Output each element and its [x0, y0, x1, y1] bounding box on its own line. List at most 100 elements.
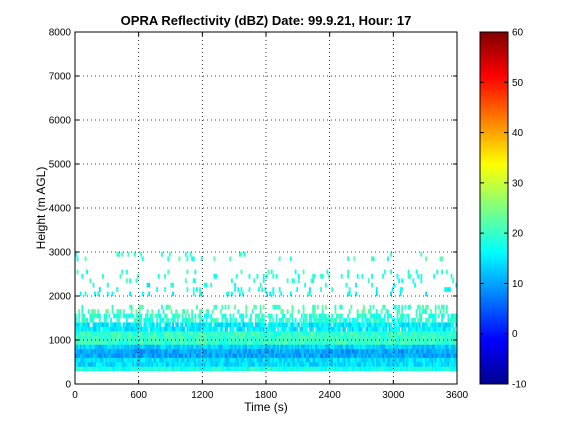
reflectivity-cell	[372, 340, 375, 345]
reflectivity-cell	[343, 362, 346, 367]
reflectivity-cell	[125, 335, 128, 341]
reflectivity-cell	[250, 326, 252, 332]
reflectivity-cell	[318, 335, 321, 341]
reflectivity-cell	[270, 353, 273, 358]
reflectivity-cell	[329, 335, 332, 341]
reflectivity-cell	[453, 362, 456, 367]
reflectivity-cell	[246, 362, 249, 367]
reflectivity-cell	[281, 353, 284, 358]
reflectivity-cell	[418, 331, 421, 336]
reflectivity-cell	[351, 344, 354, 350]
reflectivity-cell	[391, 357, 394, 363]
reflectivity-cell	[371, 357, 373, 363]
reflectivity-cell	[266, 353, 268, 358]
reflectivity-cell	[151, 322, 154, 328]
reflectivity-cell	[423, 322, 426, 328]
reflectivity-cell	[223, 348, 225, 354]
reflectivity-cell	[258, 287, 260, 292]
reflectivity-cell	[202, 331, 205, 336]
reflectivity-cell	[345, 353, 348, 358]
reflectivity-cell	[180, 366, 182, 372]
reflectivity-cell	[361, 362, 364, 367]
reflectivity-cell	[124, 348, 127, 354]
reflectivity-cell	[418, 322, 421, 328]
reflectivity-cell	[137, 340, 139, 345]
reflectivity-cell	[452, 318, 455, 323]
reflectivity-cell	[254, 366, 257, 372]
reflectivity-cell	[186, 353, 189, 358]
reflectivity-cell	[441, 357, 443, 363]
reflectivity-cell	[417, 366, 420, 372]
reflectivity-cell	[418, 366, 421, 372]
reflectivity-cell	[355, 326, 358, 332]
reflectivity-cell	[439, 348, 442, 354]
reflectivity-cell	[207, 309, 209, 314]
reflectivity-cell	[113, 362, 116, 367]
reflectivity-cell	[213, 362, 216, 367]
reflectivity-cell	[371, 340, 373, 345]
reflectivity-cell	[219, 331, 222, 336]
reflectivity-cell	[396, 344, 399, 350]
reflectivity-cell	[415, 331, 418, 336]
reflectivity-cell	[250, 366, 252, 372]
reflectivity-cell	[355, 353, 358, 358]
reflectivity-cell	[259, 326, 262, 332]
reflectivity-cell	[140, 318, 143, 323]
reflectivity-cell	[326, 326, 329, 332]
reflectivity-cell	[229, 366, 232, 372]
reflectivity-cell	[195, 366, 198, 372]
reflectivity-cell	[125, 348, 128, 354]
reflectivity-cell	[396, 313, 399, 319]
reflectivity-cell	[242, 366, 245, 372]
reflectivity-cell	[355, 282, 358, 288]
reflectivity-cell	[119, 322, 122, 328]
reflectivity-cell	[441, 269, 443, 275]
reflectivity-cell	[202, 318, 205, 323]
reflectivity-cell	[270, 326, 273, 332]
reflectivity-cell	[232, 331, 235, 336]
reflectivity-cell	[377, 335, 380, 341]
reflectivity-cell	[374, 326, 377, 332]
reflectivity-cell	[165, 322, 168, 328]
reflectivity-cell	[323, 348, 326, 354]
reflectivity-cell	[183, 309, 186, 314]
reflectivity-cell	[269, 357, 272, 363]
reflectivity-cell	[82, 313, 85, 319]
reflectivity-cell	[254, 362, 257, 367]
reflectivity-cell	[372, 353, 375, 358]
reflectivity-cell	[159, 344, 162, 350]
reflectivity-cell	[316, 348, 319, 354]
reflectivity-cell	[328, 353, 330, 358]
reflectivity-cell	[254, 322, 257, 328]
reflectivity-cell	[129, 326, 132, 332]
reflectivity-cell	[312, 322, 315, 328]
reflectivity-cell	[312, 344, 315, 350]
reflectivity-cell	[286, 331, 289, 336]
reflectivity-cell	[383, 304, 386, 310]
reflectivity-cell	[216, 340, 219, 345]
reflectivity-cell	[420, 326, 423, 332]
reflectivity-cell	[266, 344, 268, 350]
reflectivity-cell	[364, 348, 367, 354]
reflectivity-cell	[197, 335, 200, 341]
reflectivity-cell	[286, 318, 289, 323]
reflectivity-cell	[138, 318, 141, 323]
reflectivity-cell	[415, 348, 418, 354]
reflectivity-cell	[176, 322, 179, 328]
reflectivity-cell	[191, 340, 194, 345]
reflectivity-cell	[447, 322, 450, 328]
reflectivity-cell	[320, 326, 323, 332]
reflectivity-cell	[208, 357, 211, 363]
reflectivity-cell	[388, 362, 391, 367]
reflectivity-cell	[243, 331, 246, 336]
reflectivity-cell	[350, 366, 353, 372]
reflectivity-cell	[127, 344, 130, 350]
reflectivity-cell	[76, 340, 79, 345]
reflectivity-cell	[369, 309, 372, 314]
reflectivity-cell	[168, 357, 171, 363]
reflectivity-cell	[351, 348, 354, 354]
reflectivity-cell	[348, 357, 351, 363]
reflectivity-cell	[447, 326, 450, 332]
reflectivity-cell	[152, 331, 155, 336]
reflectivity-cell	[296, 353, 299, 358]
